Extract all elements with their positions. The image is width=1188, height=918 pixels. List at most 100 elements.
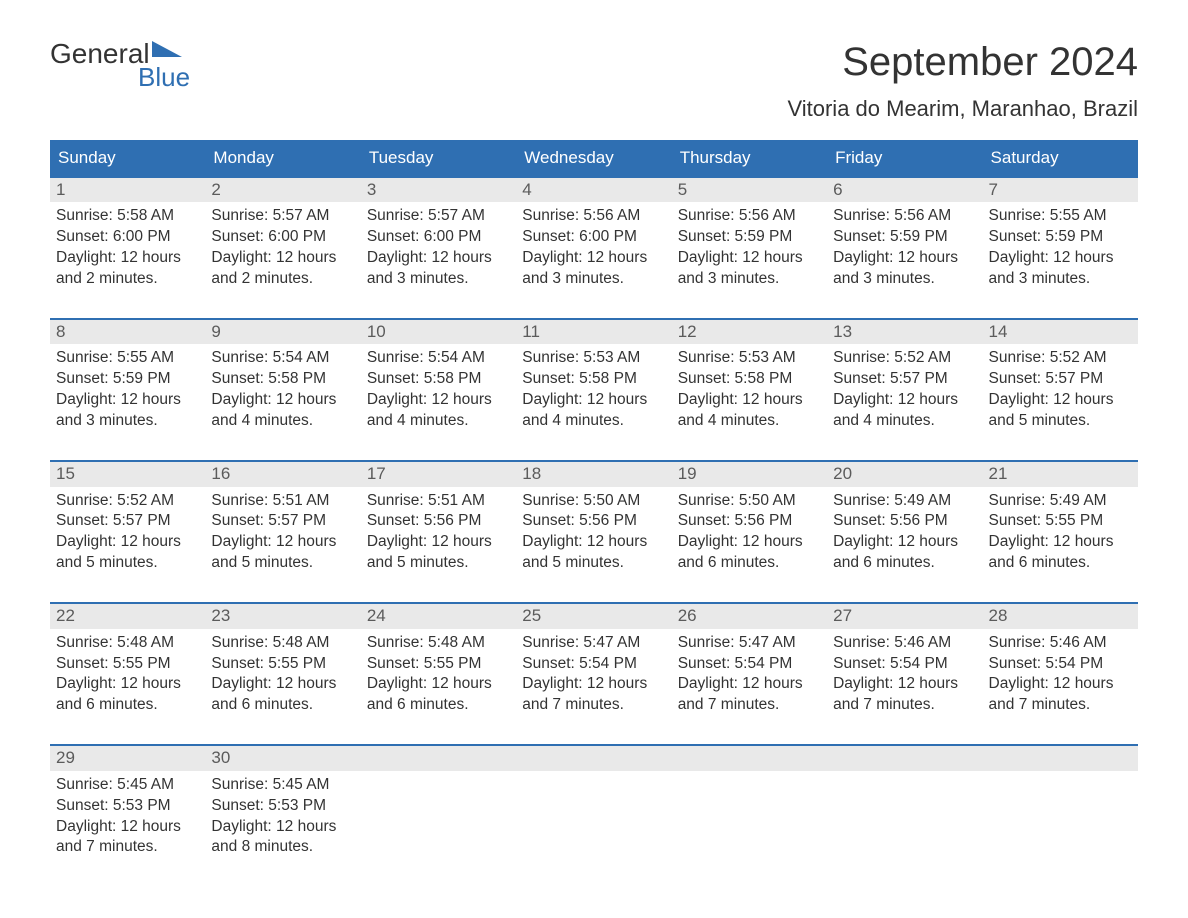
calendar-day: 16Sunrise: 5:51 AMSunset: 5:57 PMDayligh… [205,462,360,588]
day-sunrise: Sunrise: 5:45 AM [211,775,354,796]
calendar-day [983,746,1138,872]
day-sunset: Sunset: 5:55 PM [367,654,510,675]
day-sunset: Sunset: 5:57 PM [211,511,354,532]
day-number: 2 [205,178,360,202]
day-number: 29 [50,746,205,770]
calendar-day: 13Sunrise: 5:52 AMSunset: 5:57 PMDayligh… [827,320,982,446]
day-body: Sunrise: 5:47 AMSunset: 5:54 PMDaylight:… [516,629,671,731]
calendar-week: 22Sunrise: 5:48 AMSunset: 5:55 PMDayligh… [50,602,1138,730]
day-number: 12 [672,320,827,344]
day-sunrise: Sunrise: 5:56 AM [678,206,821,227]
weekday-sunday: Sunday [50,140,205,176]
day-sunrise: Sunrise: 5:50 AM [522,491,665,512]
day-sunrise: Sunrise: 5:57 AM [211,206,354,227]
day-day1: Daylight: 12 hours [211,674,354,695]
day-day1: Daylight: 12 hours [522,248,665,269]
day-day1: Daylight: 12 hours [211,817,354,838]
day-body: Sunrise: 5:48 AMSunset: 5:55 PMDaylight:… [50,629,205,731]
calendar-week: 8Sunrise: 5:55 AMSunset: 5:59 PMDaylight… [50,318,1138,446]
calendar-day [672,746,827,872]
day-body: Sunrise: 5:46 AMSunset: 5:54 PMDaylight:… [827,629,982,731]
calendar-day: 24Sunrise: 5:48 AMSunset: 5:55 PMDayligh… [361,604,516,730]
calendar-day: 15Sunrise: 5:52 AMSunset: 5:57 PMDayligh… [50,462,205,588]
calendar-day [516,746,671,872]
logo: General Blue [50,40,190,90]
day-body: Sunrise: 5:49 AMSunset: 5:56 PMDaylight:… [827,487,982,589]
day-sunrise: Sunrise: 5:54 AM [211,348,354,369]
calendar-day: 14Sunrise: 5:52 AMSunset: 5:57 PMDayligh… [983,320,1138,446]
day-sunrise: Sunrise: 5:45 AM [56,775,199,796]
day-number: 8 [50,320,205,344]
day-body [672,771,827,859]
day-body [827,771,982,859]
calendar-day: 25Sunrise: 5:47 AMSunset: 5:54 PMDayligh… [516,604,671,730]
day-day1: Daylight: 12 hours [989,674,1132,695]
day-day1: Daylight: 12 hours [56,674,199,695]
calendar-day: 19Sunrise: 5:50 AMSunset: 5:56 PMDayligh… [672,462,827,588]
calendar-day: 5Sunrise: 5:56 AMSunset: 5:59 PMDaylight… [672,178,827,304]
day-day1: Daylight: 12 hours [56,817,199,838]
day-day1: Daylight: 12 hours [522,674,665,695]
day-sunrise: Sunrise: 5:47 AM [522,633,665,654]
day-sunset: Sunset: 5:55 PM [211,654,354,675]
day-day1: Daylight: 12 hours [678,390,821,411]
day-body [983,771,1138,859]
day-sunrise: Sunrise: 5:53 AM [522,348,665,369]
day-sunrise: Sunrise: 5:52 AM [833,348,976,369]
day-number: 14 [983,320,1138,344]
day-sunset: Sunset: 6:00 PM [56,227,199,248]
day-sunrise: Sunrise: 5:48 AM [211,633,354,654]
calendar-day: 20Sunrise: 5:49 AMSunset: 5:56 PMDayligh… [827,462,982,588]
day-body: Sunrise: 5:46 AMSunset: 5:54 PMDaylight:… [983,629,1138,731]
day-body: Sunrise: 5:52 AMSunset: 5:57 PMDaylight:… [983,344,1138,446]
day-sunrise: Sunrise: 5:53 AM [678,348,821,369]
day-body: Sunrise: 5:53 AMSunset: 5:58 PMDaylight:… [672,344,827,446]
day-sunrise: Sunrise: 5:52 AM [56,491,199,512]
calendar-day: 6Sunrise: 5:56 AMSunset: 5:59 PMDaylight… [827,178,982,304]
day-sunset: Sunset: 5:59 PM [56,369,199,390]
day-number: 17 [361,462,516,486]
day-day2: and 2 minutes. [211,269,354,290]
day-sunrise: Sunrise: 5:58 AM [56,206,199,227]
weekday-tuesday: Tuesday [361,140,516,176]
day-sunset: Sunset: 5:55 PM [989,511,1132,532]
day-sunset: Sunset: 5:54 PM [989,654,1132,675]
day-number [827,746,982,770]
day-sunset: Sunset: 6:00 PM [522,227,665,248]
day-sunrise: Sunrise: 5:48 AM [56,633,199,654]
day-day1: Daylight: 12 hours [211,248,354,269]
calendar-day: 17Sunrise: 5:51 AMSunset: 5:56 PMDayligh… [361,462,516,588]
day-body: Sunrise: 5:56 AMSunset: 5:59 PMDaylight:… [827,202,982,304]
day-number: 9 [205,320,360,344]
logo-word-general: General [50,40,150,68]
day-day1: Daylight: 12 hours [211,390,354,411]
day-body: Sunrise: 5:57 AMSunset: 6:00 PMDaylight:… [205,202,360,304]
calendar-day: 18Sunrise: 5:50 AMSunset: 5:56 PMDayligh… [516,462,671,588]
day-number: 22 [50,604,205,628]
day-number: 6 [827,178,982,202]
day-sunset: Sunset: 5:54 PM [522,654,665,675]
day-body: Sunrise: 5:52 AMSunset: 5:57 PMDaylight:… [50,487,205,589]
day-sunrise: Sunrise: 5:49 AM [833,491,976,512]
day-number: 25 [516,604,671,628]
calendar-day [827,746,982,872]
calendar-day: 29Sunrise: 5:45 AMSunset: 5:53 PMDayligh… [50,746,205,872]
day-number: 11 [516,320,671,344]
day-day2: and 6 minutes. [678,553,821,574]
day-sunrise: Sunrise: 5:46 AM [989,633,1132,654]
day-day2: and 3 minutes. [678,269,821,290]
calendar-day: 4Sunrise: 5:56 AMSunset: 6:00 PMDaylight… [516,178,671,304]
day-day2: and 7 minutes. [56,837,199,858]
day-day1: Daylight: 12 hours [367,532,510,553]
weekday-friday: Friday [827,140,982,176]
day-body: Sunrise: 5:52 AMSunset: 5:57 PMDaylight:… [827,344,982,446]
day-day2: and 6 minutes. [211,695,354,716]
calendar-day: 30Sunrise: 5:45 AMSunset: 5:53 PMDayligh… [205,746,360,872]
day-number: 18 [516,462,671,486]
calendar-day: 26Sunrise: 5:47 AMSunset: 5:54 PMDayligh… [672,604,827,730]
day-sunset: Sunset: 5:59 PM [833,227,976,248]
day-sunset: Sunset: 5:57 PM [989,369,1132,390]
day-number: 5 [672,178,827,202]
day-day1: Daylight: 12 hours [989,248,1132,269]
day-number [361,746,516,770]
